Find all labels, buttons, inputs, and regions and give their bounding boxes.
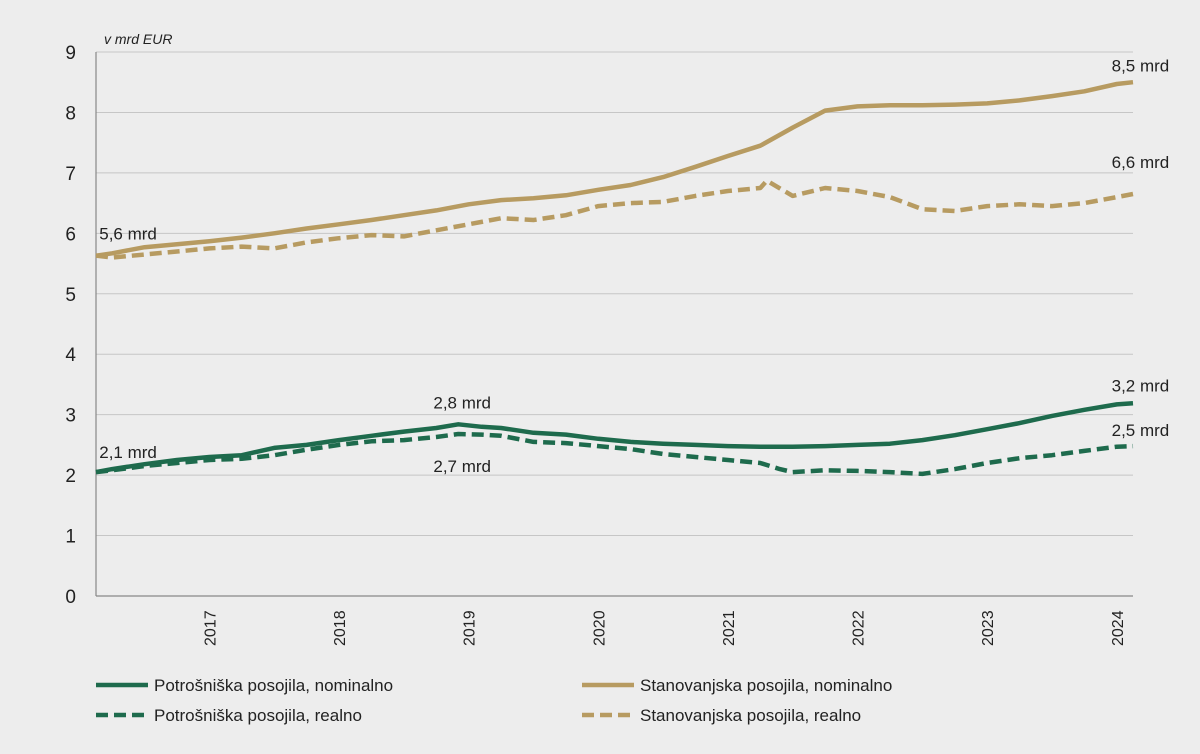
data-label: 2,8 mrd bbox=[433, 394, 491, 413]
x-tick-label: 2023 bbox=[980, 610, 997, 646]
y-tick-label: 3 bbox=[65, 406, 76, 427]
x-tick-label: 2017 bbox=[202, 610, 219, 646]
data-label: 5,6 mrd bbox=[99, 224, 157, 243]
data-label: 8,5 mrd bbox=[1112, 56, 1170, 75]
data-label: 2,1 mrd bbox=[99, 443, 157, 462]
series-line bbox=[95, 431, 1134, 477]
data-label: 6,6 mrd bbox=[1112, 153, 1170, 172]
series-line bbox=[95, 79, 1134, 258]
data-label: 3,2 mrd bbox=[1112, 377, 1170, 396]
y-tick-label: 4 bbox=[65, 345, 76, 366]
y-tick-label: 7 bbox=[65, 164, 76, 185]
series-line bbox=[95, 178, 1134, 260]
y-tick-label: 0 bbox=[65, 587, 76, 608]
legend-label: Stanovanjska posojila, realno bbox=[640, 706, 861, 725]
data-label: 2,5 mrd bbox=[1112, 421, 1170, 440]
unit-label: v mrd EUR bbox=[104, 31, 172, 47]
series-lines bbox=[95, 79, 1134, 477]
gridlines bbox=[95, 51, 1133, 597]
legend-label: Potrošniška posojila, nominalno bbox=[154, 676, 393, 695]
y-axis: 0 1 2 3 4 5 6 7 8 9 bbox=[65, 43, 76, 608]
x-axis: 2017 2018 2019 2020 2021 2022 2023 2024 bbox=[202, 610, 1126, 646]
series-line bbox=[95, 400, 1134, 475]
x-tick-label: 2021 bbox=[721, 610, 738, 646]
x-tick-label: 2019 bbox=[462, 610, 479, 646]
legend-label: Potrošniška posojila, realno bbox=[154, 706, 362, 725]
data-label: 2,7 mrd bbox=[433, 457, 491, 476]
legend: Potrošniška posojila, nominalno Potrošniš… bbox=[96, 676, 892, 725]
x-tick-label: 2024 bbox=[1110, 610, 1127, 646]
y-tick-label: 8 bbox=[65, 103, 76, 124]
x-tick-label: 2022 bbox=[851, 610, 868, 646]
y-tick-label: 9 bbox=[65, 43, 76, 64]
y-tick-label: 1 bbox=[65, 527, 76, 548]
y-tick-label: 2 bbox=[65, 466, 76, 487]
x-tick-label: 2018 bbox=[332, 610, 349, 646]
y-tick-label: 6 bbox=[65, 224, 76, 245]
annotations: 5,6 mrd 8,5 mrd 6,6 mrd 2,1 mrd 2,8 mrd 2,7 m… bbox=[99, 56, 1169, 476]
x-tick-label: 2020 bbox=[591, 610, 608, 646]
legend-label: Stanovanjska posojila, nominalno bbox=[640, 676, 892, 695]
y-tick-label: 5 bbox=[65, 285, 76, 306]
